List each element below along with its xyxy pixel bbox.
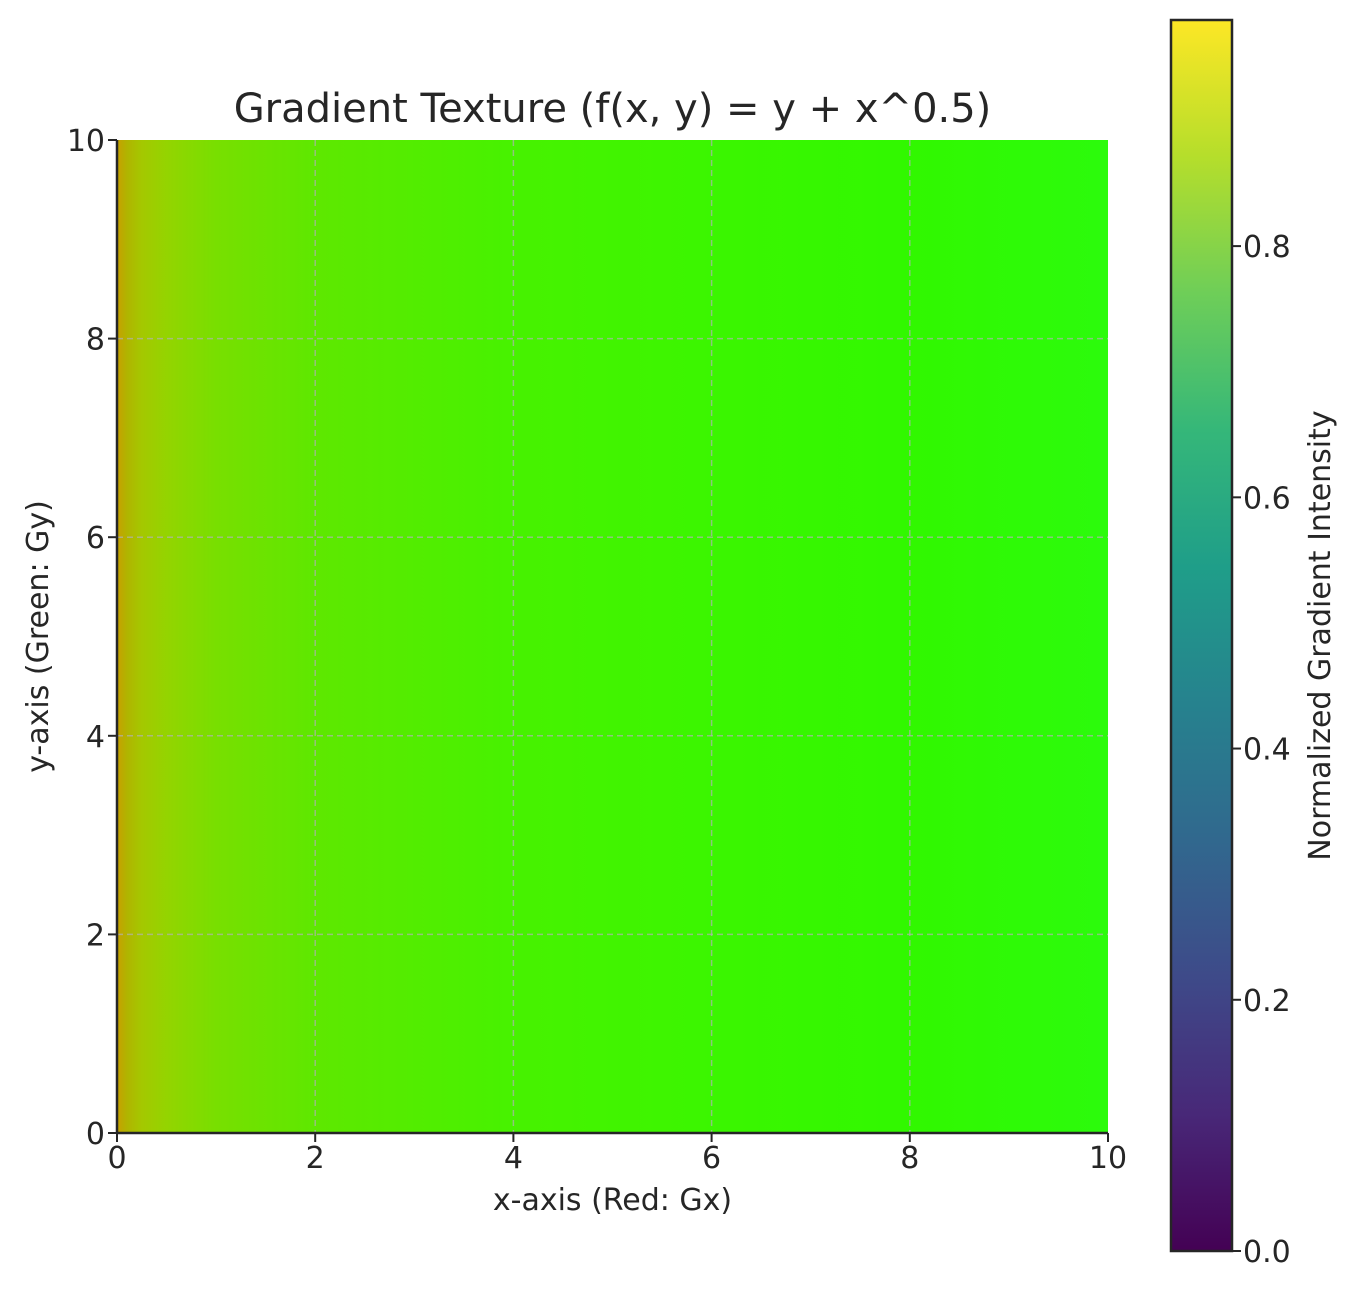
y-tick-label: 10 bbox=[67, 124, 105, 159]
y-tick-label: 4 bbox=[86, 720, 105, 755]
plot-axes bbox=[115, 140, 1108, 1135]
colorbar-tick-label: 0.8 bbox=[1243, 230, 1291, 265]
y-tick-label: 8 bbox=[86, 323, 105, 358]
x-tick-label: 10 bbox=[1089, 1141, 1127, 1176]
colorbar bbox=[1169, 18, 1234, 1253]
gradient-texture bbox=[117, 140, 1108, 1133]
x-tick-label: 0 bbox=[107, 1141, 126, 1176]
y-tick-label: 0 bbox=[86, 1117, 105, 1152]
y-axis-ticks: 0 2 4 6 8 10 bbox=[67, 124, 117, 1152]
chart-title: Gradient Texture (f(x, y) = y + x^0.5) bbox=[234, 86, 992, 132]
x-tick-label: 6 bbox=[702, 1141, 721, 1176]
colorbar-label: Normalized Gradient Intensity bbox=[1303, 410, 1338, 860]
y-axis-label: y-axis (Green: Gy) bbox=[21, 500, 56, 773]
colorbar-tick-label: 0.0 bbox=[1243, 1235, 1291, 1270]
x-axis-ticks: 0 2 4 6 8 10 bbox=[107, 1133, 1127, 1176]
colorbar-tick-label: 0.6 bbox=[1243, 481, 1291, 516]
colorbar-ticks: 0.0 0.2 0.4 0.6 0.8 bbox=[1232, 230, 1291, 1270]
y-tick-label: 2 bbox=[86, 918, 105, 953]
x-tick-label: 2 bbox=[306, 1141, 325, 1176]
grid-lines bbox=[117, 140, 1108, 1133]
x-tick-label: 4 bbox=[504, 1141, 523, 1176]
x-axis-label: x-axis (Red: Gx) bbox=[493, 1183, 732, 1218]
colorbar-tick-label: 0.2 bbox=[1243, 984, 1291, 1019]
x-tick-label: 8 bbox=[900, 1141, 919, 1176]
y-tick-label: 6 bbox=[86, 521, 105, 556]
colorbar-tick-label: 0.4 bbox=[1243, 733, 1291, 768]
